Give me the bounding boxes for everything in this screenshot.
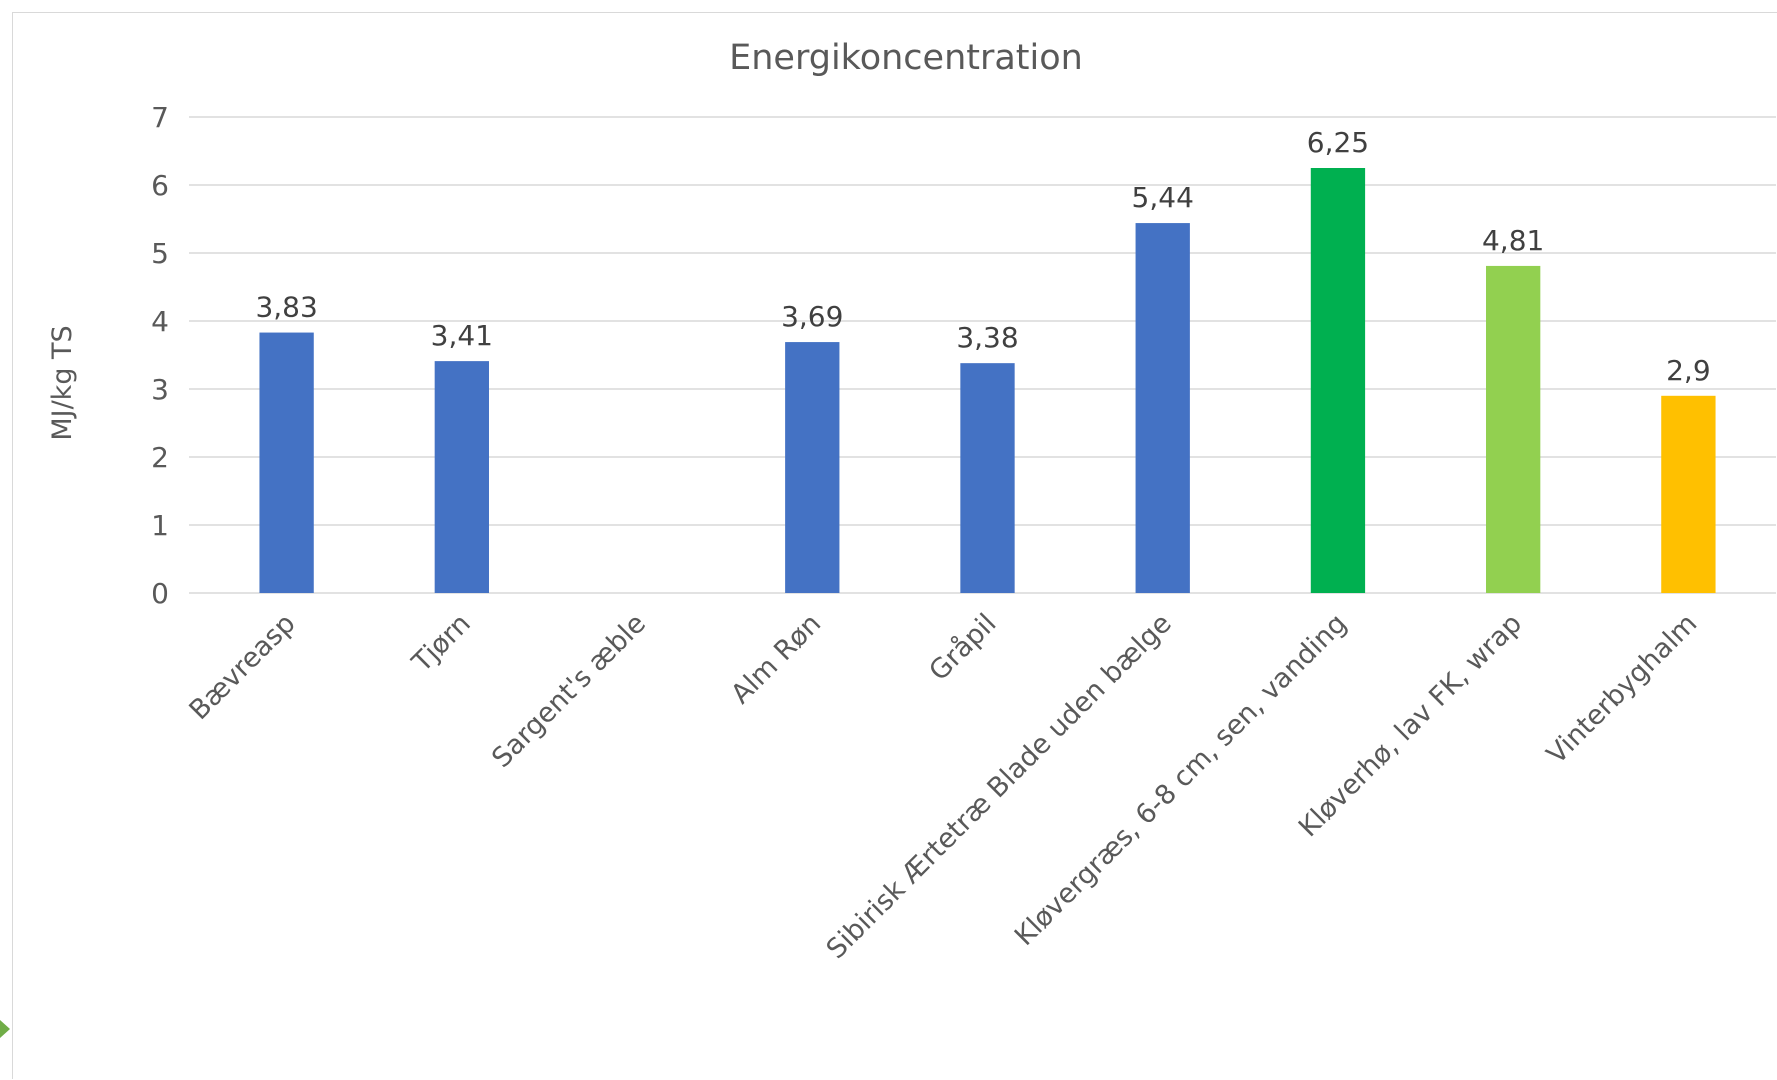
y-tick-label: 1 <box>151 509 169 542</box>
x-category-label-3: Alm Røn <box>725 608 827 710</box>
x-category-label-5: Sibirisk Ærtetræ Blade uden bælge <box>821 608 1178 965</box>
x-category-label-6: Kløvergræs, 6-8 cm, sen, vanding <box>1009 608 1353 952</box>
bar-7 <box>1486 265 1541 593</box>
bar-3 <box>785 342 840 593</box>
y-axis-label: MJ/kg TS <box>47 325 78 440</box>
y-tick-label: 4 <box>151 305 169 338</box>
data-label-7: 4,81 <box>1482 224 1544 257</box>
bars <box>259 168 1716 593</box>
bar-4 <box>960 363 1015 593</box>
chart-title: Energikoncentration <box>729 38 1083 78</box>
data-label-4: 3,38 <box>956 321 1018 354</box>
data-label-3: 3,69 <box>781 300 843 333</box>
data-labels: 3,83 3,41 3,69 3,38 5,44 6,25 4,81 2,9 <box>255 126 1710 387</box>
data-label-8: 2,9 <box>1666 354 1711 387</box>
x-category-label-1: Tjørn <box>406 608 477 679</box>
data-label-0: 3,83 <box>255 291 317 324</box>
data-label-6: 6,25 <box>1307 126 1369 159</box>
y-tick-label: 3 <box>151 373 169 406</box>
bar-5 <box>1135 223 1190 593</box>
chart-frame: Energikoncentration MJ/kg TS 0 1 2 3 4 5 6 7 3,… <box>12 12 1777 1079</box>
bar-8 <box>1661 395 1716 593</box>
bar-chart: Energikoncentration MJ/kg TS 0 1 2 3 4 5 6 7 3,… <box>47 38 1776 965</box>
y-tick-label: 0 <box>151 577 169 610</box>
bar-0 <box>259 332 314 593</box>
data-label-5: 5,44 <box>1132 181 1194 214</box>
x-category-label-8: Vinterbyghalm <box>1541 608 1703 770</box>
bar-6 <box>1310 168 1366 593</box>
bar-1 <box>434 361 489 593</box>
data-label-1: 3,41 <box>431 319 493 352</box>
edge-arrow-icon <box>0 1020 10 1038</box>
y-tick-label: 2 <box>151 441 169 474</box>
x-axis-categories: Bævreasp Tjørn Sargent's æble Alm Røn Gråpil… <box>184 608 1704 965</box>
x-category-label-0: Bævreasp <box>184 608 302 726</box>
x-category-label-4: Gråpil <box>923 608 1002 687</box>
y-tick-label: 5 <box>151 237 169 270</box>
x-category-label-2: Sargent's æble <box>486 608 652 774</box>
y-tick-label: 6 <box>151 169 169 202</box>
y-tick-label: 7 <box>151 101 169 134</box>
y-axis-ticks: 0 1 2 3 4 5 6 7 <box>151 101 169 610</box>
